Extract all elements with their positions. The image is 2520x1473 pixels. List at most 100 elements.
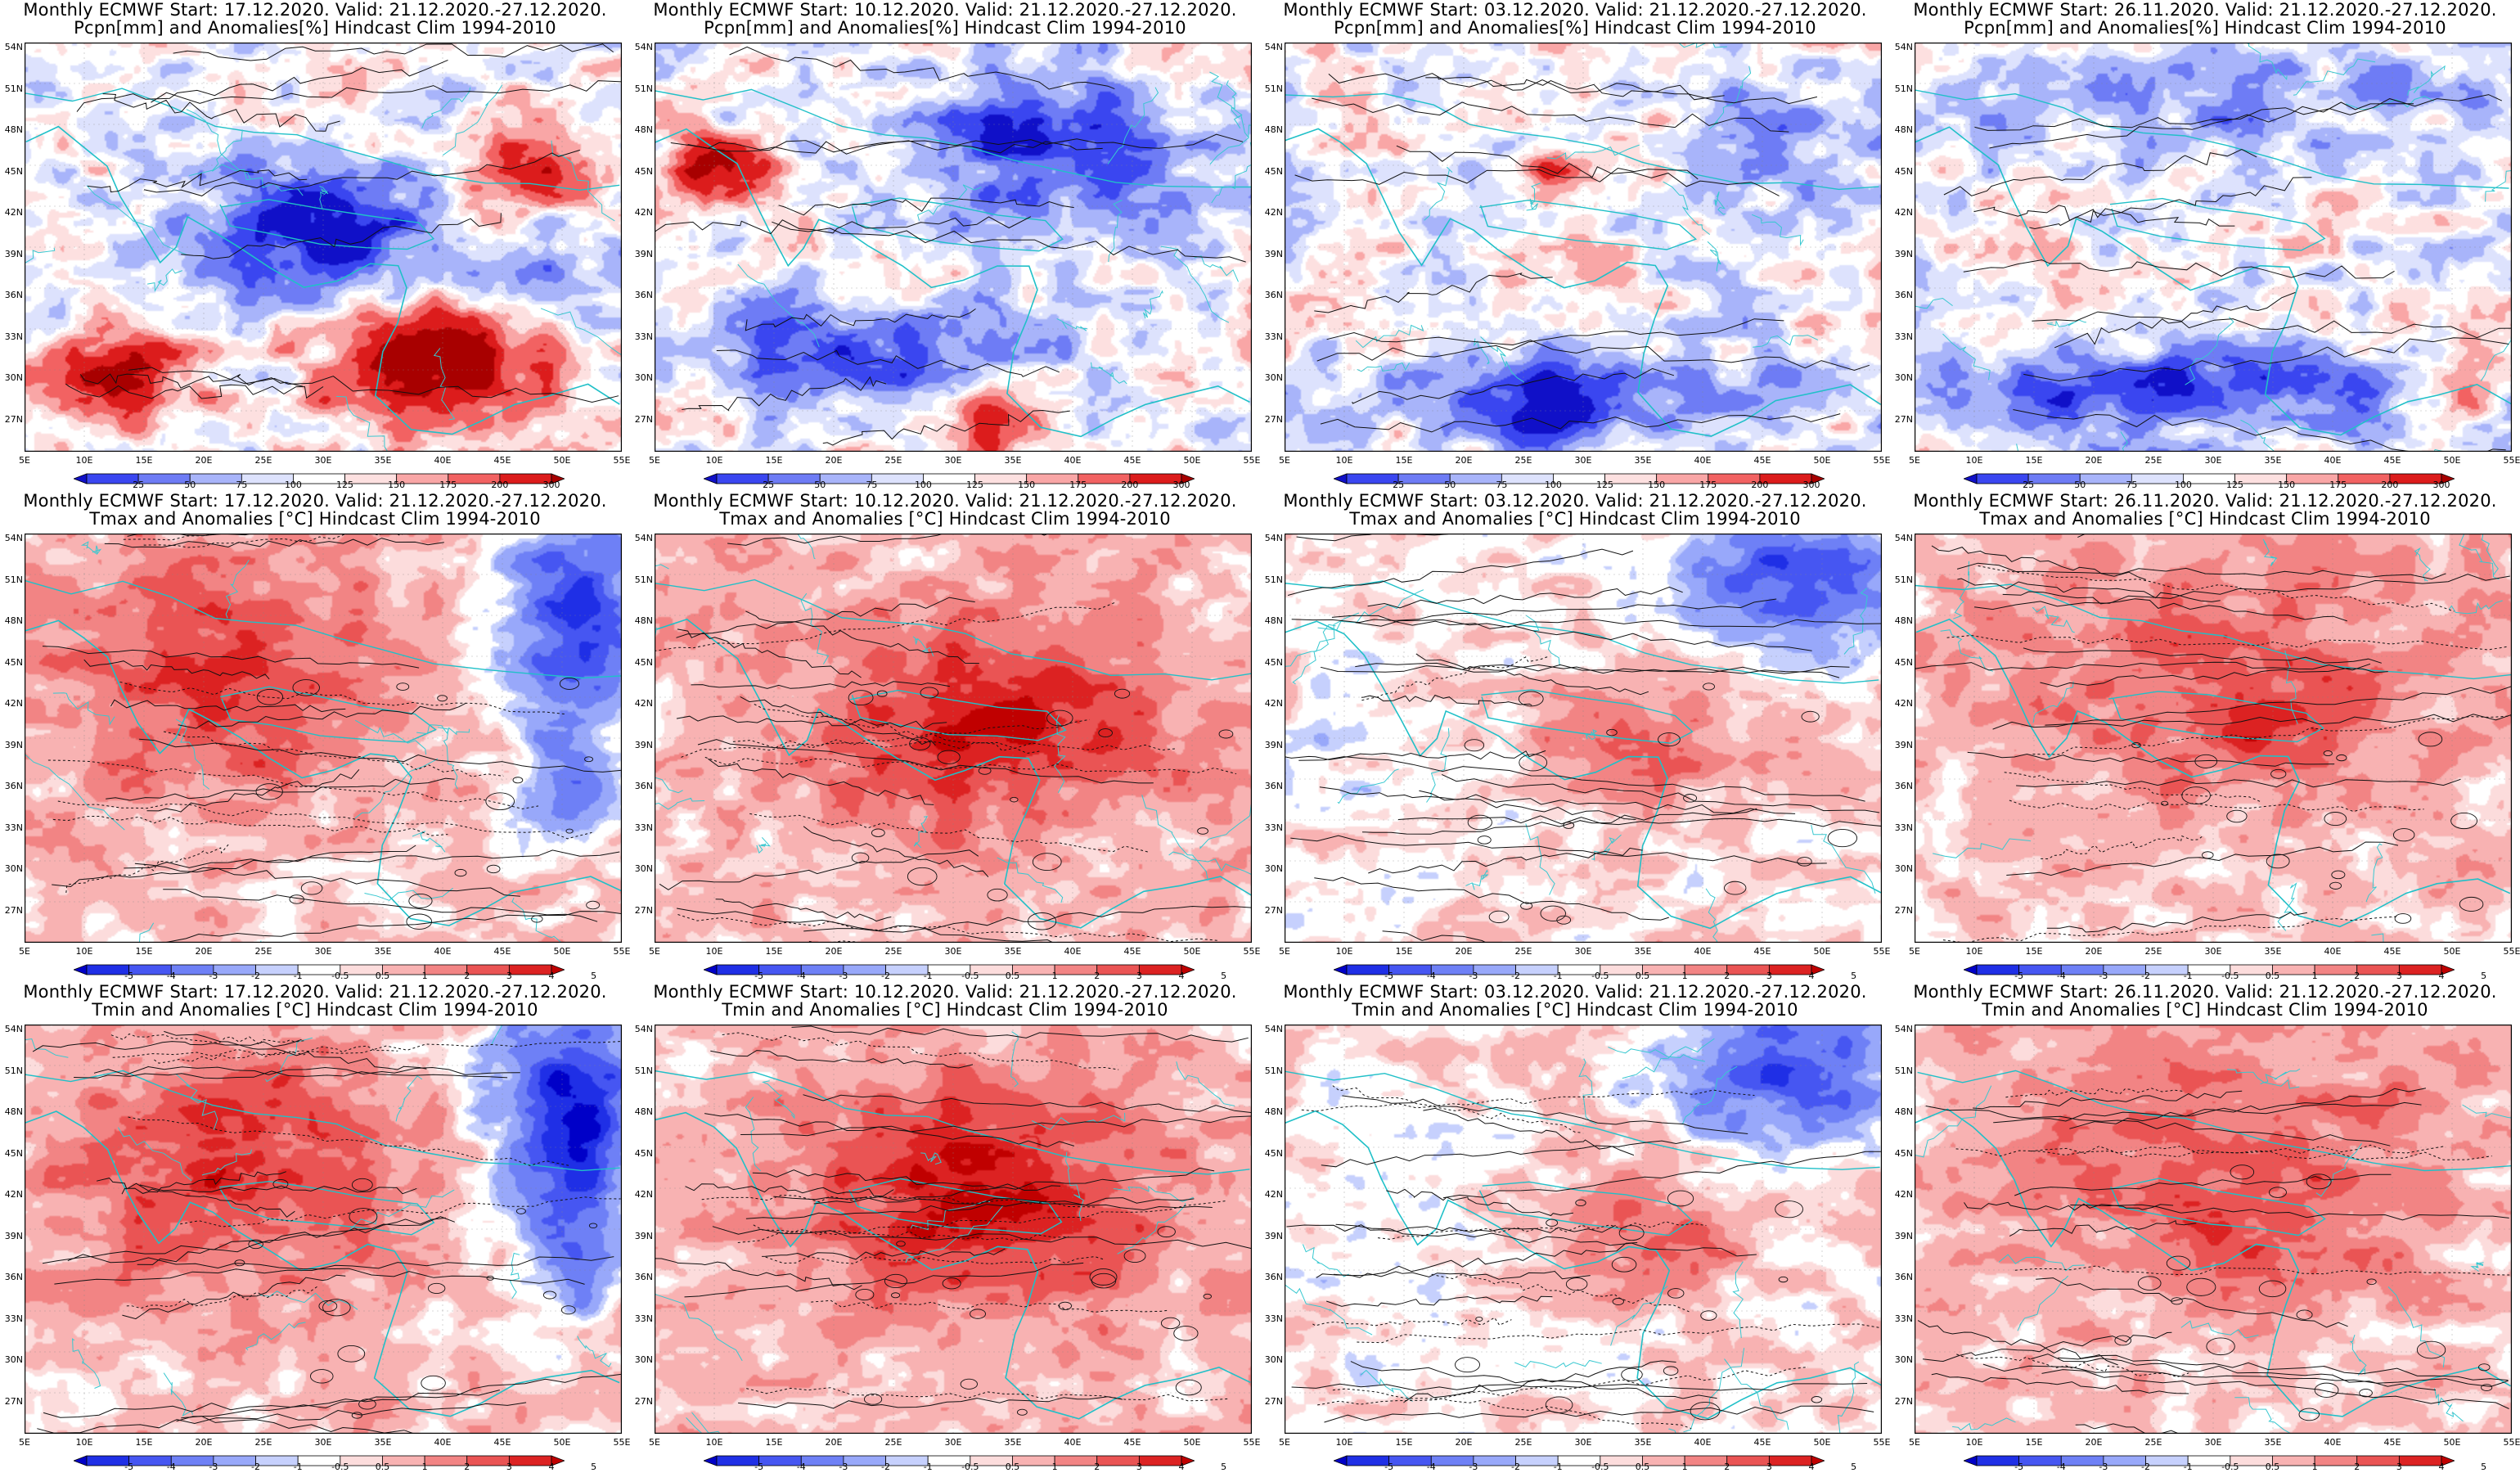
longitude-tick-label: 25E [2144, 946, 2162, 957]
country-border [25, 1038, 69, 1058]
longitude-tick-label: 55E [1243, 1437, 1261, 1448]
longitude-tick-label: 40E [1064, 946, 1082, 957]
colorbar-tick-label: -4 [166, 1462, 176, 1472]
panel-title-line-2: Tmin and Anomalies [°C] Hindcast Clim 19… [722, 1000, 1168, 1020]
country-border [913, 816, 929, 849]
latitude-tick-label: 27N [634, 1395, 653, 1407]
longitude-tick-label: 20E [2085, 946, 2103, 957]
latitude-tick-label: 45N [634, 1147, 653, 1159]
country-border [756, 836, 771, 854]
coastline [655, 88, 1252, 188]
country-border [175, 718, 210, 790]
contour-overlay [655, 43, 1252, 452]
colorbar-tick-label: -5 [1384, 971, 1394, 981]
country-border [737, 264, 820, 348]
colorbar-tick-label: -2 [1511, 1462, 1521, 1472]
longitude-tick-label: 20E [2085, 1437, 2103, 1448]
longitude-tick-label: 40E [1694, 455, 1712, 466]
coastline [1285, 1110, 1882, 1420]
colorbar-tick-label: -4 [796, 971, 806, 981]
longitude-tick-label: 5E [19, 1437, 30, 1448]
longitude-tick-label: 50E [1183, 1437, 1201, 1448]
longitude-tick-label: 20E [195, 946, 213, 957]
forecast-map-panel: Monthly ECMWF Start: 03.12.2020. Valid: … [1260, 0, 1891, 491]
country-border [1915, 297, 1953, 309]
latitude-tick-label: 39N [4, 1230, 23, 1241]
latitude-tick-label: 39N [1894, 1230, 1913, 1241]
country-border [2406, 65, 2446, 96]
latitude-tick-label: 30N [1264, 372, 1283, 383]
colorbar-tick-label: 175 [1699, 480, 1717, 490]
latitude-tick-label: 51N [634, 574, 653, 585]
coastline [655, 618, 1252, 929]
colorbar-tick-label: -5 [2014, 971, 2024, 981]
coastline [2109, 1178, 2326, 1237]
country-border [433, 348, 456, 421]
colorbar-tick-label: 5 [1221, 971, 1227, 981]
forecast-map-panel: Monthly ECMWF Start: 26.11.2020. Valid: … [1890, 491, 2520, 982]
longitude-tick-label: 30E [944, 1437, 962, 1448]
longitude-tick-label: 55E [1873, 1437, 1891, 1448]
colorbar-tick-label: 300 [542, 480, 560, 490]
colorbar-tick-label: 0.5 [2265, 1462, 2280, 1472]
country-border [1514, 1359, 1602, 1369]
colorbar-tick-label: 175 [2329, 480, 2347, 490]
country-border [655, 797, 705, 810]
longitude-tick-label: 10E [705, 455, 723, 466]
country-border [265, 1037, 313, 1083]
country-border [412, 831, 446, 853]
colorbar-tick-label: 25 [1393, 480, 1405, 490]
country-border [1480, 336, 1525, 383]
longitude-tick-label: 40E [1064, 1437, 1082, 1448]
coastline [220, 686, 437, 743]
panel-title-line-1: Monthly ECMWF Start: 17.12.2020. Valid: … [23, 491, 607, 511]
longitude-tick-label: 45E [2383, 455, 2401, 466]
longitude-tick-label: 25E [1514, 946, 1532, 957]
country-border [212, 164, 304, 196]
colorbar-tick-label: 200 [1121, 480, 1139, 490]
country-border [2120, 431, 2128, 452]
latitude-tick-label: 27N [1264, 413, 1283, 425]
colorbar-tick-label: 50 [814, 480, 826, 490]
latitude-tick-label: 42N [1894, 698, 1913, 709]
longitude-tick-label: 35E [1634, 1437, 1652, 1448]
latitude-tick-label: 30N [1264, 863, 1283, 874]
country-border [1578, 1058, 1597, 1125]
coastline [219, 199, 435, 250]
country-border [511, 897, 562, 943]
latitude-tick-label: 42N [634, 1189, 653, 1200]
longitude-tick-label: 15E [765, 946, 783, 957]
country-border [2046, 319, 2086, 327]
longitude-tick-label: 30E [1574, 1437, 1592, 1448]
coastline [25, 88, 620, 191]
longitude-tick-label: 25E [884, 946, 902, 957]
country-border [1681, 1065, 1738, 1125]
coastline [1285, 620, 1882, 930]
colorbar-tick-label: 150 [1648, 480, 1666, 490]
panel-title-line-2: Tmin and Anomalies [°C] Hindcast Clim 19… [1352, 1000, 1798, 1020]
latitude-tick-label: 33N [634, 1313, 653, 1324]
longitude-tick-label: 10E [75, 455, 93, 466]
country-border [2470, 1262, 2484, 1272]
longitude-tick-label: 45E [1753, 1437, 1771, 1448]
longitude-tick-label: 10E [1965, 946, 1983, 957]
colorbar-tick-label: 100 [1544, 480, 1562, 490]
longitude-tick-label: 20E [825, 1437, 843, 1448]
longitude-tick-label: 55E [613, 1437, 631, 1448]
country-border [2365, 843, 2383, 903]
colorbar-tick-label: 4 [1178, 1462, 1185, 1472]
longitude-tick-label: 50E [553, 1437, 571, 1448]
country-border [2234, 1397, 2293, 1434]
colorbar-tick-label: -1 [923, 1462, 933, 1472]
latitude-tick-label: 42N [1894, 1189, 1913, 1200]
colorbar-tick-label: 0.5 [1635, 971, 1650, 981]
country-border [1091, 362, 1127, 385]
colorbar-tick-label: 1 [2311, 1462, 2318, 1472]
latitude-tick-label: 45N [4, 656, 23, 668]
coastline [655, 1111, 1251, 1420]
country-border [655, 1292, 743, 1362]
contour-overlay [1285, 534, 1882, 943]
latitude-tick-label: 48N [1264, 615, 1283, 626]
latitude-tick-label: 33N [1894, 822, 1913, 833]
country-border [761, 1080, 795, 1119]
